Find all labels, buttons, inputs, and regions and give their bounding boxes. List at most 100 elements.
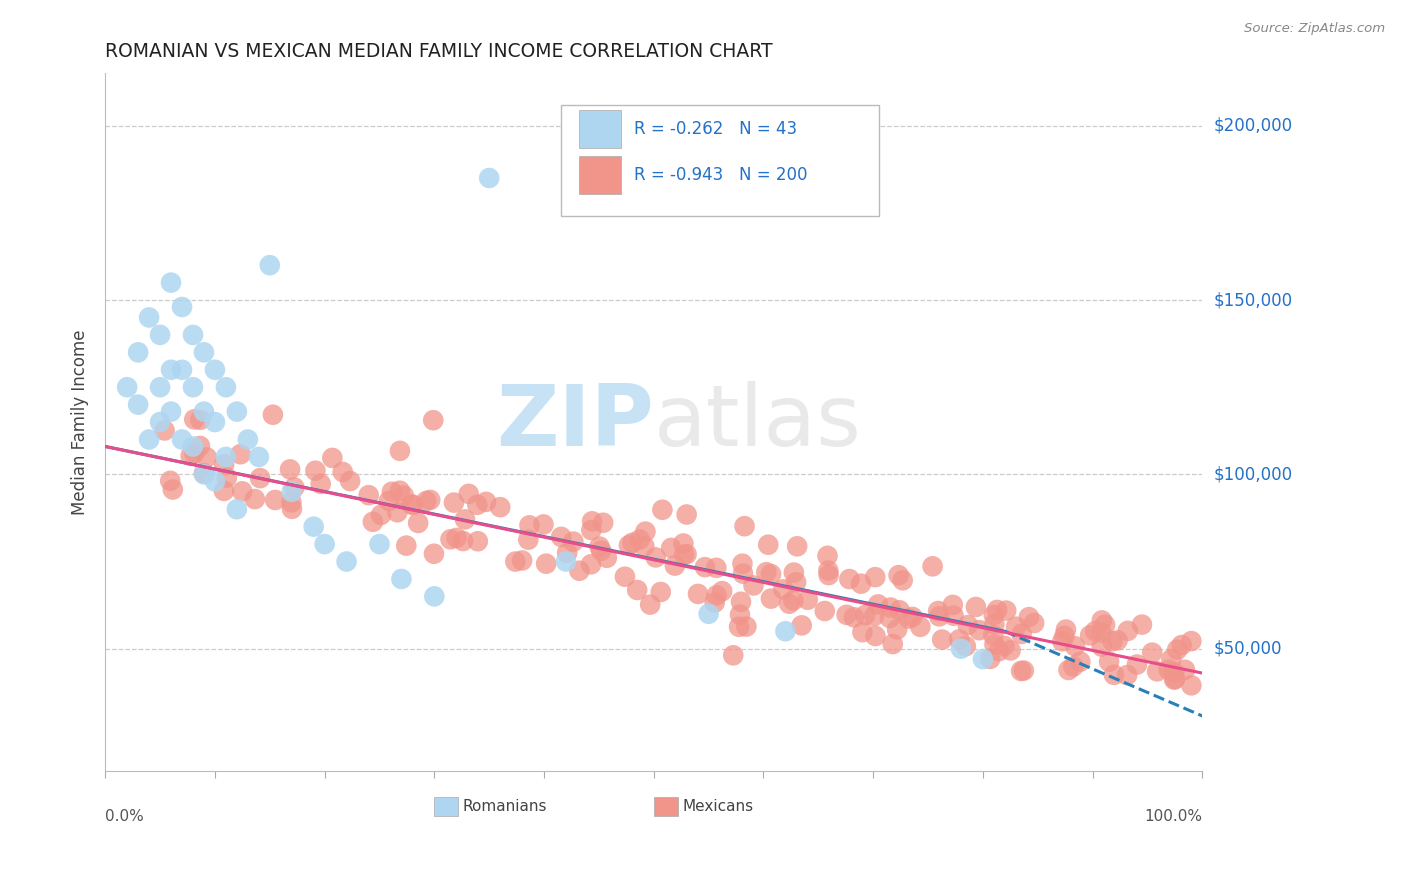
Bar (434, 797, 458, 816)
Point (280, 495, 302, 509)
Point (659, 541, 682, 555)
Point (451, 534, 474, 549)
Point (215, 470, 238, 484)
Text: $150,000: $150,000 (1213, 291, 1292, 309)
Point (391, 572, 413, 586)
Point (138, 310, 160, 325)
Point (188, 439, 211, 453)
Point (262, 408, 284, 422)
Point (759, 567, 782, 582)
Point (264, 493, 287, 508)
Point (388, 483, 411, 498)
Point (778, 597, 800, 611)
Point (406, 516, 429, 530)
Text: ROMANIAN VS MEXICAN MEDIAN FAMILY INCOME CORRELATION CHART: ROMANIAN VS MEXICAN MEDIAN FAMILY INCOME… (105, 42, 773, 61)
Point (225, 404, 247, 418)
Point (423, 547, 446, 561)
Point (581, 523, 603, 537)
Point (728, 607, 751, 622)
Point (204, 363, 226, 377)
Point (838, 572, 860, 586)
Point (1146, 665, 1168, 679)
Point (956, 618, 979, 632)
Point (517, 533, 540, 547)
Point (281, 501, 304, 516)
Point (591, 543, 613, 558)
Point (986, 603, 1008, 617)
Point (1078, 628, 1101, 642)
Point (215, 380, 238, 394)
Point (1010, 664, 1032, 678)
Point (1174, 663, 1197, 677)
Point (983, 617, 1005, 632)
Point (193, 345, 215, 359)
Point (195, 450, 218, 465)
Point (775, 624, 797, 639)
Point (910, 620, 932, 634)
Point (863, 609, 886, 624)
Point (942, 608, 965, 623)
Point (457, 487, 479, 501)
Point (842, 610, 865, 624)
Point (336, 555, 359, 569)
Point (675, 547, 697, 561)
Point (1005, 620, 1028, 634)
Point (755, 565, 778, 579)
Point (193, 467, 215, 481)
Point (782, 593, 804, 607)
Point (505, 555, 527, 569)
Point (617, 538, 640, 552)
Point (280, 484, 302, 499)
Point (734, 519, 756, 533)
Point (785, 575, 807, 590)
Text: R = -0.262   N = 43: R = -0.262 N = 43 (634, 120, 797, 138)
Text: Romanians: Romanians (463, 798, 547, 814)
Point (478, 171, 501, 186)
Point (534, 557, 557, 571)
Point (181, 380, 204, 394)
Point (423, 590, 446, 604)
Point (193, 467, 215, 482)
Point (160, 276, 183, 290)
Point (361, 515, 384, 529)
Point (439, 533, 461, 547)
Point (697, 607, 720, 621)
Point (1090, 625, 1112, 640)
Point (388, 443, 411, 458)
Point (887, 568, 910, 582)
Point (967, 623, 990, 637)
Point (283, 480, 305, 494)
Point (401, 497, 423, 511)
Point (422, 413, 444, 427)
Text: $50,000: $50,000 (1213, 640, 1282, 657)
Point (742, 578, 765, 592)
Text: 100.0%: 100.0% (1144, 809, 1202, 824)
Point (853, 608, 876, 623)
Point (1000, 643, 1022, 657)
Point (454, 512, 477, 526)
Point (212, 483, 235, 498)
Point (212, 458, 235, 472)
Point (1054, 623, 1077, 637)
Point (723, 648, 745, 663)
Point (948, 632, 970, 647)
Point (1130, 617, 1153, 632)
Point (162, 483, 184, 497)
Point (149, 380, 172, 394)
Point (651, 502, 673, 516)
Point (1163, 673, 1185, 687)
Point (170, 433, 193, 447)
Point (387, 505, 409, 519)
Point (783, 566, 806, 580)
Point (1160, 652, 1182, 666)
Point (153, 424, 176, 438)
Point (170, 363, 193, 377)
Point (706, 588, 728, 602)
Point (965, 599, 987, 614)
Point (236, 433, 259, 447)
Point (204, 415, 226, 429)
Point (159, 474, 181, 488)
Point (786, 539, 808, 553)
Point (927, 604, 949, 618)
Point (415, 494, 437, 508)
